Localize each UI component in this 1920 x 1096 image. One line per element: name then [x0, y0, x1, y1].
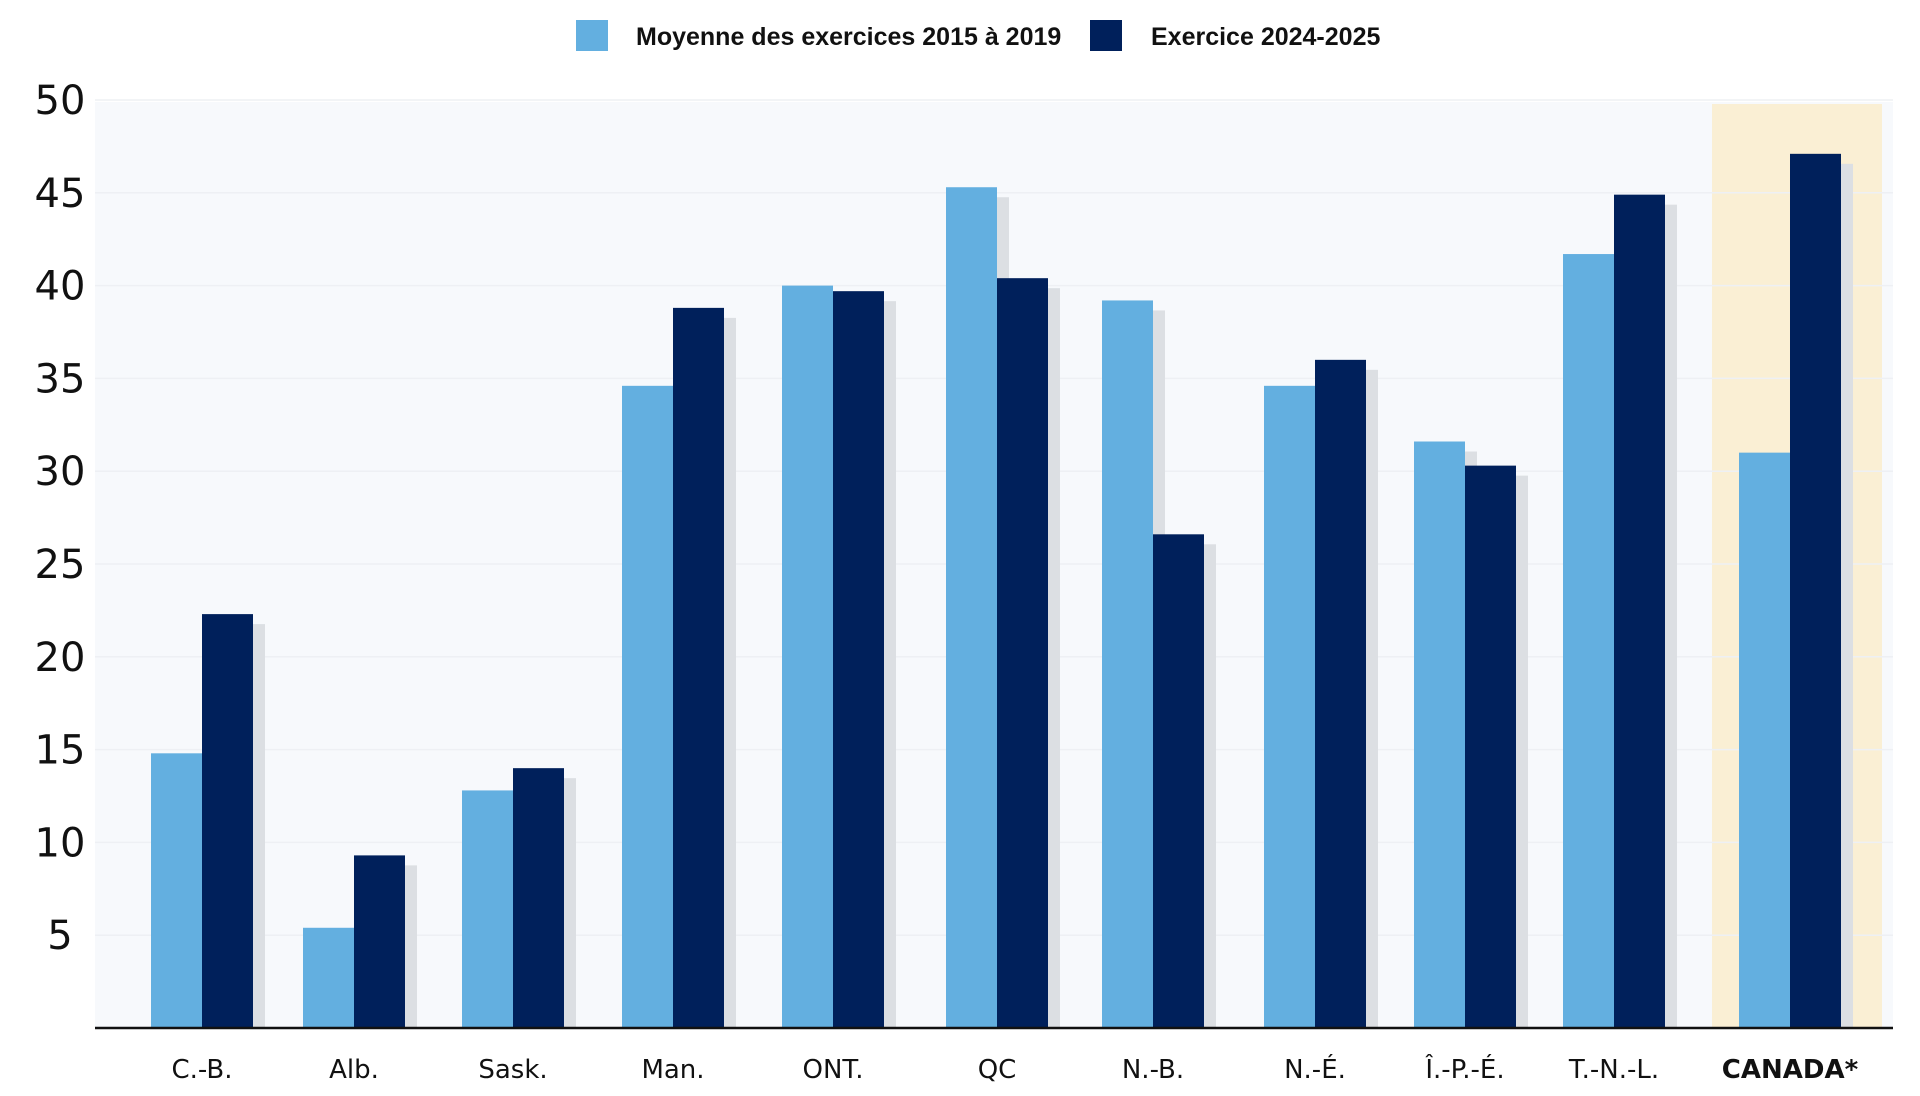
y-tick-label: 50 — [35, 78, 86, 124]
bar-group — [1264, 359, 1378, 1029]
legend: Moyenne des exercices 2015 à 2019 Exerci… — [576, 20, 1380, 51]
bar-group — [622, 307, 736, 1029]
y-tick-label: 15 — [35, 728, 86, 774]
bar-series-1 — [782, 285, 833, 1029]
bar-series-2 — [997, 278, 1048, 1028]
legend-swatch-series-2 — [1090, 20, 1122, 51]
y-tick-label: 20 — [35, 635, 86, 681]
x-tick-label: Man. — [641, 1055, 704, 1085]
y-tick-label: 40 — [35, 264, 86, 310]
y-tick-label: 35 — [35, 356, 86, 402]
x-tick-label: N.-B. — [1122, 1055, 1184, 1085]
x-tick-label: CANADA* — [1722, 1055, 1859, 1085]
bar-series-2 — [673, 307, 724, 1028]
y-tick-label: 45 — [35, 171, 86, 217]
bar-series-1 — [1102, 300, 1153, 1028]
y-tick-label: 5 — [47, 913, 72, 959]
y-tick-label: 10 — [35, 820, 86, 866]
bar-series-1 — [151, 753, 202, 1028]
bar-series-2 — [513, 768, 564, 1028]
bar-series-2 — [1790, 153, 1841, 1029]
y-tick-label: 30 — [35, 449, 86, 495]
bar-group — [1102, 300, 1216, 1028]
y-axis-ticks: 5 10 15 20 25 30 35 40 45 50 — [35, 78, 86, 959]
bar-series-1 — [946, 187, 997, 1028]
bar-series-1 — [622, 385, 673, 1029]
bar-series-2 — [833, 291, 884, 1029]
bar-series-1 — [1563, 254, 1614, 1029]
bar-series-2 — [1153, 534, 1204, 1028]
x-tick-label: QC — [978, 1055, 1017, 1085]
legend-label-series-1: Moyenne des exercices 2015 à 2019 — [636, 23, 1061, 51]
bar-series-1 — [303, 927, 354, 1028]
bar-group — [1563, 194, 1677, 1029]
bar-series-1 — [462, 790, 513, 1028]
bar-series-2 — [1465, 465, 1516, 1029]
x-tick-label: Sask. — [478, 1055, 547, 1085]
bar-group — [151, 614, 265, 1028]
x-axis-labels: C.-B. Alb. Sask. Man. ONT. QC N.-B. N.-É. Î.-P.-… — [172, 1053, 1859, 1085]
bar-series-1 — [1739, 452, 1790, 1028]
bar-series-2 — [1614, 194, 1665, 1028]
x-tick-label: T.-N.-L. — [1568, 1055, 1659, 1085]
x-tick-label: Î.-P.-É. — [1424, 1053, 1504, 1085]
x-tick-label: N.-É. — [1284, 1053, 1346, 1085]
bar-group — [946, 187, 1060, 1028]
bar-group — [303, 855, 417, 1028]
legend-swatch-series-1 — [576, 20, 608, 51]
bar-series-2 — [1315, 359, 1366, 1029]
bar-group — [462, 768, 576, 1028]
bars — [151, 153, 1853, 1029]
bar-group — [1739, 153, 1853, 1029]
bar-series-1 — [1414, 441, 1465, 1028]
x-tick-label: C.-B. — [172, 1055, 233, 1085]
bar-series-2 — [354, 855, 405, 1028]
legend-label-series-2: Exercice 2024-2025 — [1151, 23, 1380, 51]
x-tick-label: ONT. — [803, 1055, 864, 1085]
bar-series-2 — [202, 614, 253, 1028]
x-tick-label: Alb. — [329, 1055, 379, 1085]
bar-series-1 — [1264, 385, 1315, 1029]
y-tick-label: 25 — [35, 542, 86, 588]
bar-group — [1414, 441, 1528, 1029]
bar-group — [782, 285, 896, 1029]
